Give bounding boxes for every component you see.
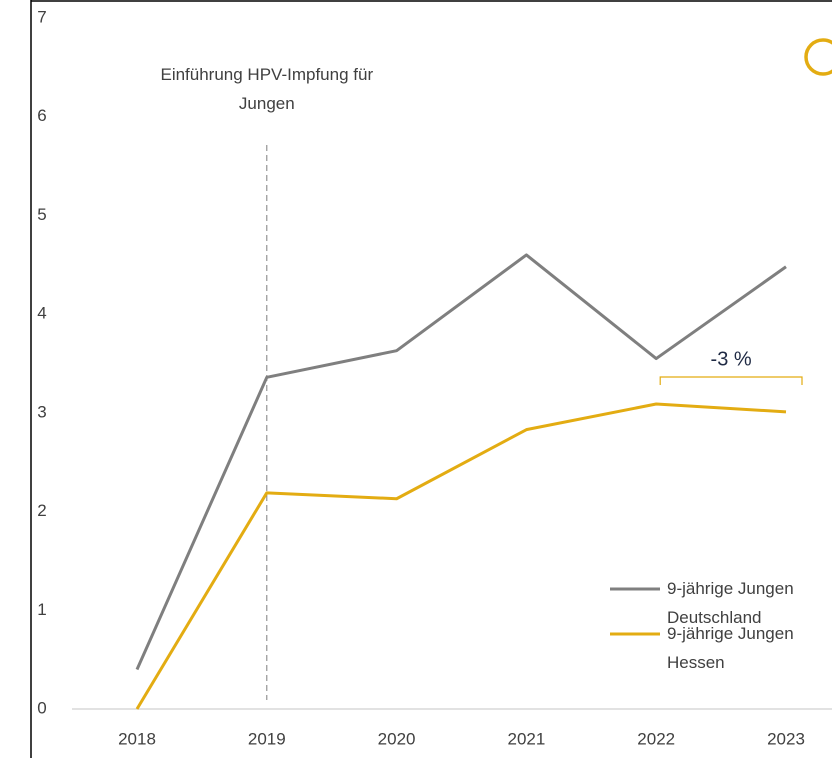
x-tick-label: 2023 (767, 729, 805, 748)
x-tick-label: 2019 (248, 729, 286, 748)
y-tick-label: 4 (37, 304, 46, 323)
y-tick-label: 1 (37, 600, 46, 619)
diff-label: -3 % (711, 348, 752, 370)
y-tick-label: 0 (37, 698, 46, 717)
x-tick-label: 2020 (378, 729, 416, 748)
y-tick-label: 6 (37, 106, 46, 125)
event-label-box: Einführung HPV-Impfung für Jungen (160, 65, 374, 113)
event-label: Einführung HPV-Impfung für Jungen (160, 65, 374, 113)
legend-label: 9-jährige Jungen Hessen (667, 624, 794, 672)
logo-circle (804, 38, 832, 76)
series-line (135, 402, 787, 710)
x-tick-label: 2021 (507, 729, 545, 748)
series-line (135, 253, 787, 671)
y-tick-label: 7 (37, 7, 46, 26)
y-tick-label: 5 (37, 205, 46, 224)
bracket (659, 376, 803, 385)
legend-label-box: 9-jährige Jungen Hessen (667, 624, 794, 672)
y-tick-label: 2 (37, 501, 46, 520)
legend-label-box: 9-jährige Jungen Deutschland (667, 579, 794, 627)
y-tick-label: 3 (37, 402, 46, 421)
legend-label: 9-jährige Jungen Deutschland (667, 579, 794, 627)
x-tick-label: 2018 (118, 729, 156, 748)
x-tick-label: 2022 (637, 729, 675, 748)
